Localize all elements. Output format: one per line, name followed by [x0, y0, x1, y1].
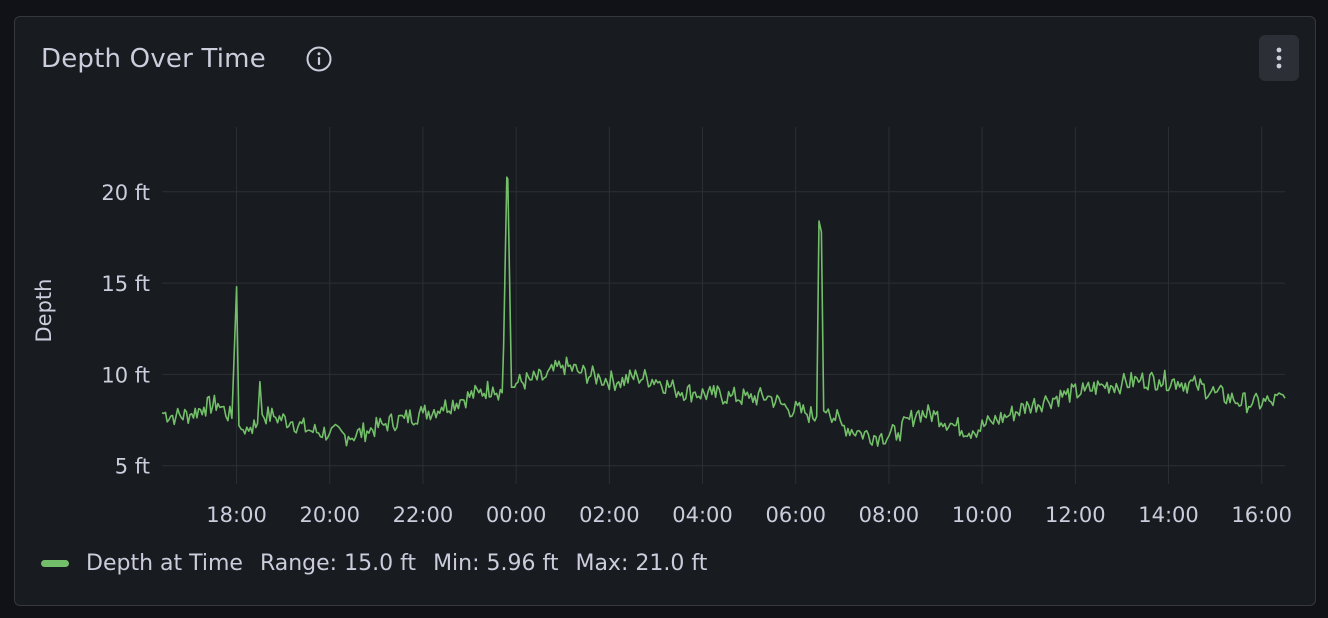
- x-tick-label: 00:00: [486, 503, 547, 527]
- panel-menu-button[interactable]: [1259, 35, 1299, 81]
- series-line-depth-at-time: [161, 176, 1286, 447]
- x-tick-label: 16:00: [1231, 503, 1292, 527]
- x-tick-label: 10:00: [952, 503, 1013, 527]
- y-axis-label: Depth: [32, 279, 56, 343]
- depth-line-chart: 5 ft 10 ft 15 ft 20 ft 18:00 20:00 22:00 00:00 0…: [32, 127, 1292, 527]
- x-tick-label: 06:00: [765, 503, 826, 527]
- info-circle-icon[interactable]: [305, 45, 333, 73]
- x-tick-label: 22:00: [393, 503, 454, 527]
- legend-series-name[interactable]: Depth at Time: [86, 550, 243, 576]
- y-tick-label: 5 ft: [115, 455, 150, 479]
- x-tick-label: 02:00: [579, 503, 640, 527]
- legend-range: Range: 15.0 ft: [259, 550, 417, 576]
- x-tick-label: 08:00: [859, 503, 920, 527]
- kebab-menu-icon: [1276, 47, 1282, 69]
- legend-swatch[interactable]: [41, 559, 69, 567]
- x-tick-label: 04:00: [672, 503, 733, 527]
- legend-max: Max: 21.0 ft: [575, 550, 708, 576]
- y-tick-label: 10 ft: [101, 363, 150, 387]
- y-tick-label: 20 ft: [101, 181, 150, 205]
- x-tick-label: 18:00: [206, 503, 267, 527]
- panel-title: Depth Over Time: [41, 44, 266, 74]
- legend: Depth at Time Range: 15.0 ft Min: 5.96 f…: [41, 548, 724, 578]
- chart-panel: Depth Over Time 5 ft 10 ft 15 ft 20 ft 18:00…: [14, 16, 1316, 606]
- x-tick-label: 14:00: [1138, 503, 1199, 527]
- x-tick-label: 12:00: [1045, 503, 1106, 527]
- y-tick-label: 15 ft: [101, 272, 150, 296]
- legend-min: Min: 5.96 ft: [433, 550, 559, 576]
- x-tick-label: 20:00: [299, 503, 360, 527]
